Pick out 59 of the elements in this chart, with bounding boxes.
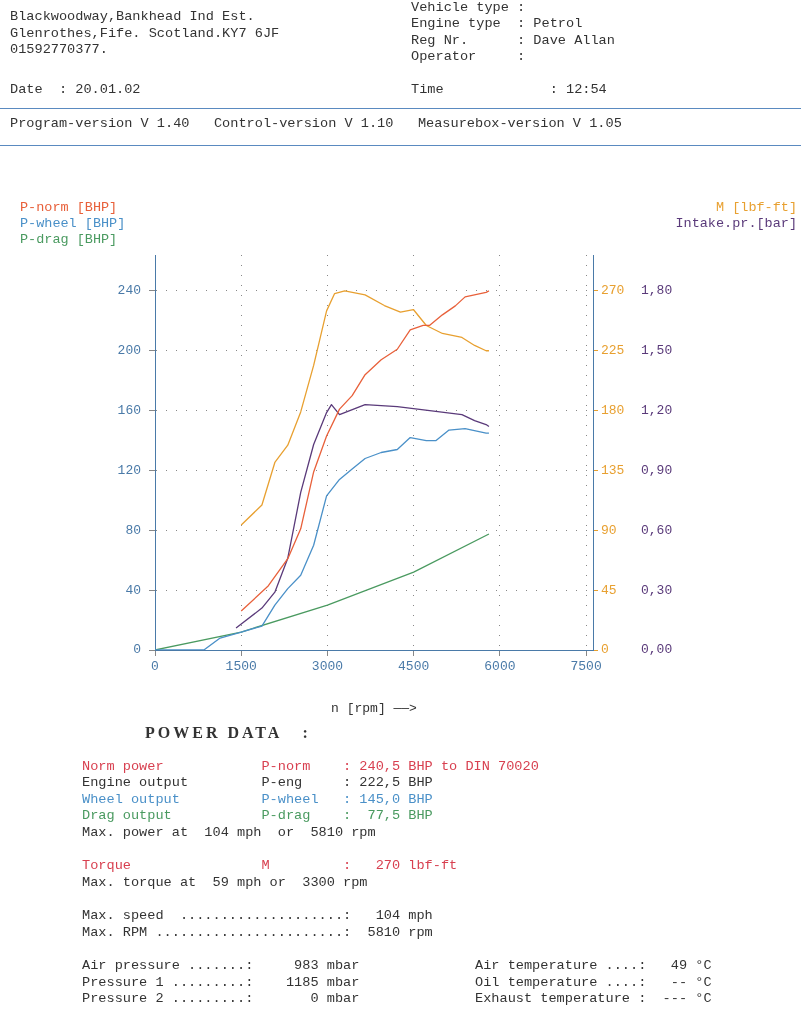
text: Air temperature ....: 49 °C (475, 958, 712, 974)
text: Time : 12:54 (411, 82, 607, 98)
text: Max. power at 104 mph or 5810 rpm (82, 825, 376, 841)
x-tick-label: 6000 (484, 659, 516, 675)
text: Torque M : 270 lbf-ft (82, 858, 458, 874)
y2-tick-label: 270 (601, 283, 625, 299)
y2-tick-label: 225 (601, 343, 625, 359)
text: P-wheel [BHP] (20, 215, 126, 231)
text: Operator : (411, 49, 526, 65)
text: Pressure 2 .........: 0 mbar (82, 991, 360, 1007)
y-tick-label: 120 (117, 462, 141, 478)
text: Date : 20.01.02 (10, 82, 141, 98)
y3-tick-label: 1,50 (641, 343, 673, 359)
text: Vehicle type : (411, 0, 526, 16)
text: Glenrothes,Fife. Scotland.KY7 6JF (10, 26, 280, 42)
y-tick-label: 200 (117, 343, 141, 359)
x-tick-label: 4500 (398, 659, 430, 675)
text: Norm power P-norm : 240,5 BHP to DIN 70020 (82, 759, 539, 775)
text: P-drag [BHP] (20, 231, 118, 247)
y2-tick-label: 135 (601, 462, 625, 478)
text: Reg Nr. : Dave Allan (411, 33, 615, 49)
text: Engine output P-eng : 222,5 BHP (82, 775, 433, 791)
x-tick-label: 3000 (311, 659, 344, 675)
y-tick-label: 40 (125, 582, 141, 598)
y-tick-label: 160 (117, 403, 141, 419)
y3-tick-label: 1,20 (641, 403, 673, 419)
text: POWER DATA : (145, 724, 311, 741)
y3-tick-label: 1,80 (641, 283, 673, 299)
y-tick-label: 0 (133, 642, 141, 658)
y2-tick-label: 90 (601, 522, 617, 538)
text: Pressure 1 .........: 1185 mbar (82, 975, 360, 991)
x-axis-title: n [rpm] ——> (331, 700, 418, 716)
text: Oil temperature ....: -- °C (475, 975, 712, 991)
text: Max. RPM .......................: 5810 rpm (82, 925, 433, 941)
text: Drag output P-drag : 77,5 BHP (82, 808, 433, 824)
y3-tick-label: 0,90 (641, 462, 673, 478)
y3-tick-label: 0,60 (641, 522, 673, 538)
text: M [lbf-ft] (715, 199, 797, 215)
text: Intake.pr.[bar] (675, 215, 797, 231)
text: Wheel output P-wheel : 145,0 BHP (82, 792, 433, 808)
y3-tick-label: 0,30 (641, 582, 673, 598)
text: P-norm [BHP] (20, 199, 118, 215)
x-tick-label: 1500 (225, 659, 257, 675)
x-tick-label: 0 (151, 659, 159, 675)
text: Air pressure .......: 983 mbar (82, 958, 360, 974)
text: Max. torque at 59 mph or 3300 rpm (82, 875, 368, 891)
text: Engine type : Petrol (411, 16, 583, 32)
text: 01592770377. (10, 42, 108, 58)
y2-tick-label: 0 (601, 642, 609, 658)
y2-tick-label: 45 (601, 582, 617, 598)
y3-tick-label: 0,00 (641, 642, 673, 658)
y-tick-label: 240 (117, 283, 141, 299)
y2-tick-label: 180 (601, 403, 625, 419)
text: Exhaust temperature : --- °C (475, 991, 712, 1007)
text: Program-version V 1.40 Control-version V 1.10 Measurebox-version V 1.05 (10, 116, 622, 132)
y-tick-label: 80 (125, 522, 141, 538)
text: Blackwoodway,Bankhead Ind Est. (10, 9, 255, 25)
x-tick-label: 7500 (570, 659, 602, 675)
text: Max. speed ....................: 104 mph (82, 908, 433, 924)
